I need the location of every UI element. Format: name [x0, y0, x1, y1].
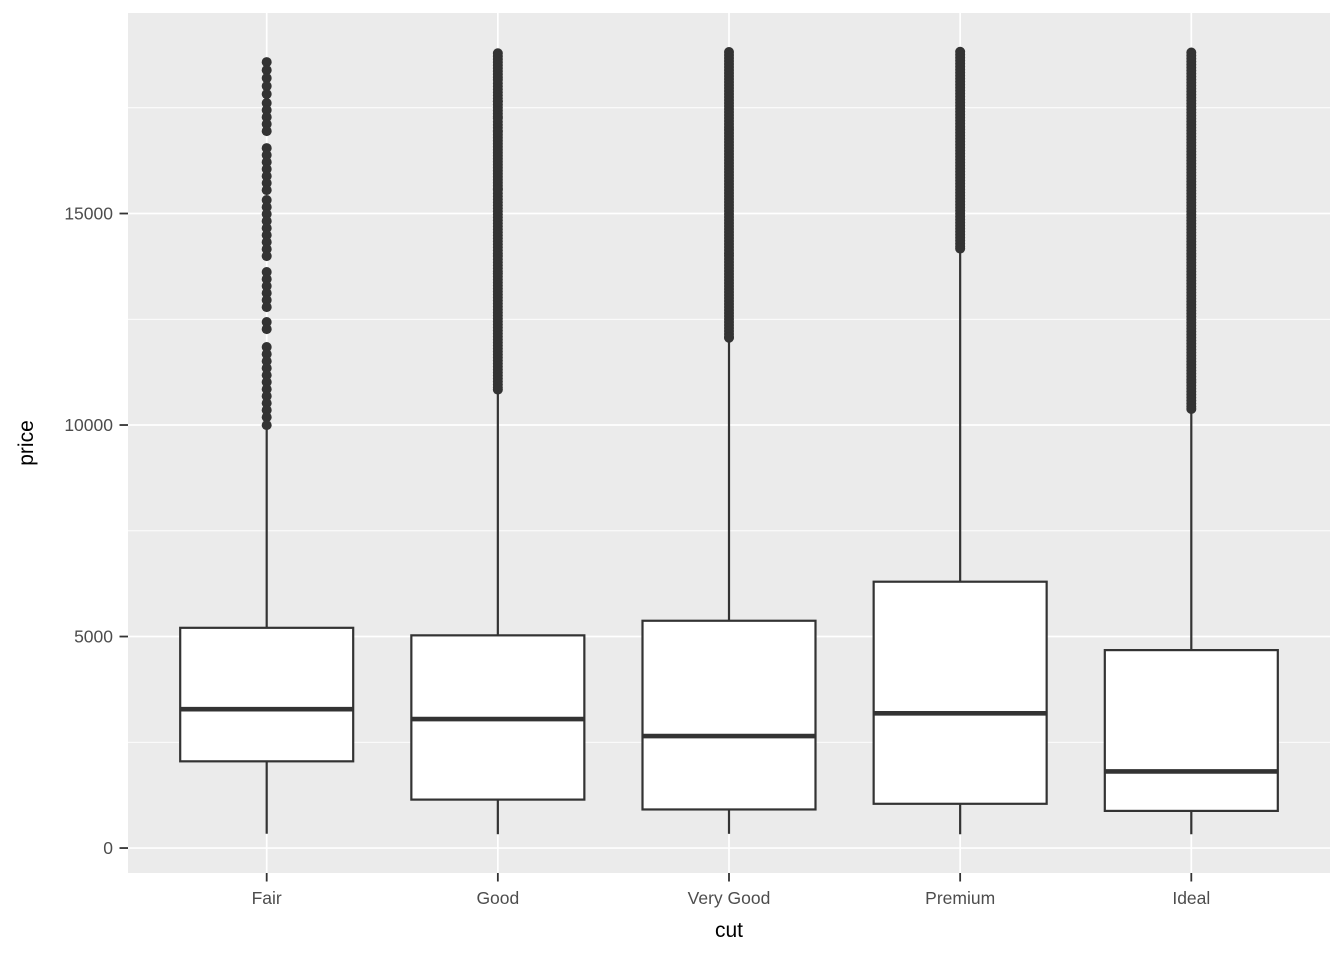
outlier-dot-fair — [261, 342, 272, 353]
y-tick-label: 0 — [103, 838, 113, 858]
outlier-dot-good — [492, 126, 503, 137]
x-tick-label-premium: Premium — [925, 888, 995, 908]
x-tick-label-fair: Fair — [252, 888, 282, 908]
outlier-dot-good — [492, 74, 503, 85]
outlier-dot-fair — [261, 244, 272, 255]
y-tick-label: 5000 — [74, 627, 113, 647]
outlier-dot-fair — [261, 185, 272, 196]
outlier-dot-fair — [261, 209, 272, 220]
outlier-dot-fair — [261, 157, 272, 168]
outlier-dot-ideal — [1186, 403, 1197, 414]
x-tick-label-good: Good — [476, 888, 519, 908]
outlier-dot-fair — [261, 89, 272, 100]
outlier-dot-fair — [261, 150, 272, 161]
outlier-dot-premium — [955, 243, 966, 254]
outlier-dot-very-good — [724, 332, 734, 343]
box-iqr-ideal — [1103, 649, 1279, 813]
outlier-dot-fair — [261, 384, 272, 395]
outlier-dot-fair — [261, 295, 272, 306]
outlier-dot-fair — [261, 267, 272, 278]
outlier-dot-fair — [261, 356, 272, 367]
x-tick-label-very-good: Very Good — [688, 888, 771, 908]
x-axis-title: cut — [714, 919, 744, 942]
y-tick-label: 10000 — [64, 415, 113, 435]
y-tick-label: 15000 — [64, 204, 113, 224]
outlier-dot-fair — [261, 57, 272, 68]
outlier-dot-fair — [261, 105, 272, 116]
outlier-dot-fair — [261, 412, 272, 423]
outlier-dot-fair — [261, 202, 272, 213]
outlier-dot-fair — [261, 81, 272, 92]
outlier-dot-good — [492, 96, 503, 107]
outlier-dot-fair — [261, 398, 272, 409]
outlier-dot-fair — [261, 288, 272, 299]
outlier-dot-fair — [261, 98, 272, 109]
outlier-dot-fair — [261, 178, 272, 189]
outlier-dot-fair — [261, 251, 272, 262]
outlier-dot-good — [492, 268, 503, 279]
outlier-dot-fair — [261, 324, 272, 335]
box-iqr-very-good — [641, 619, 817, 811]
outlier-dot-fair — [261, 363, 272, 374]
outlier-dot-fair — [261, 391, 272, 402]
outlier-dot-good — [492, 384, 503, 395]
outlier-dot-fair — [261, 171, 272, 182]
outlier-dot-fair — [261, 126, 272, 137]
outlier-dot-fair — [261, 349, 272, 360]
outlier-dot-fair — [261, 65, 272, 76]
outlier-dot-fair — [261, 237, 272, 248]
outlier-dot-fair — [261, 216, 272, 227]
outlier-dot-fair — [261, 405, 272, 416]
outlier-dot-fair — [261, 377, 272, 388]
outlier-dot-fair — [261, 274, 272, 285]
outlier-dot-fair — [261, 112, 272, 123]
outlier-dot-fair — [261, 195, 272, 206]
outlier-dot-fair — [261, 164, 272, 175]
box-iqr-fair — [179, 626, 355, 763]
outlier-dot-fair — [261, 317, 272, 328]
outlier-dot-fair — [261, 143, 272, 154]
outlier-dot-good — [492, 113, 503, 124]
outlier-dot-fair — [261, 223, 272, 234]
outlier-dot-fair — [261, 230, 272, 241]
outlier-dot-fair — [261, 281, 272, 292]
y-axis-title: price — [15, 420, 38, 466]
box-iqr-premium — [872, 580, 1048, 805]
outlier-dot-good — [492, 184, 503, 195]
outlier-dot-fair — [261, 119, 272, 130]
outlier-dot-fair — [261, 302, 272, 313]
outlier-dot-fair — [261, 420, 272, 431]
x-tick-label-ideal: Ideal — [1172, 888, 1210, 908]
outlier-dot-fair — [261, 73, 272, 84]
outlier-dot-fair — [261, 370, 272, 381]
